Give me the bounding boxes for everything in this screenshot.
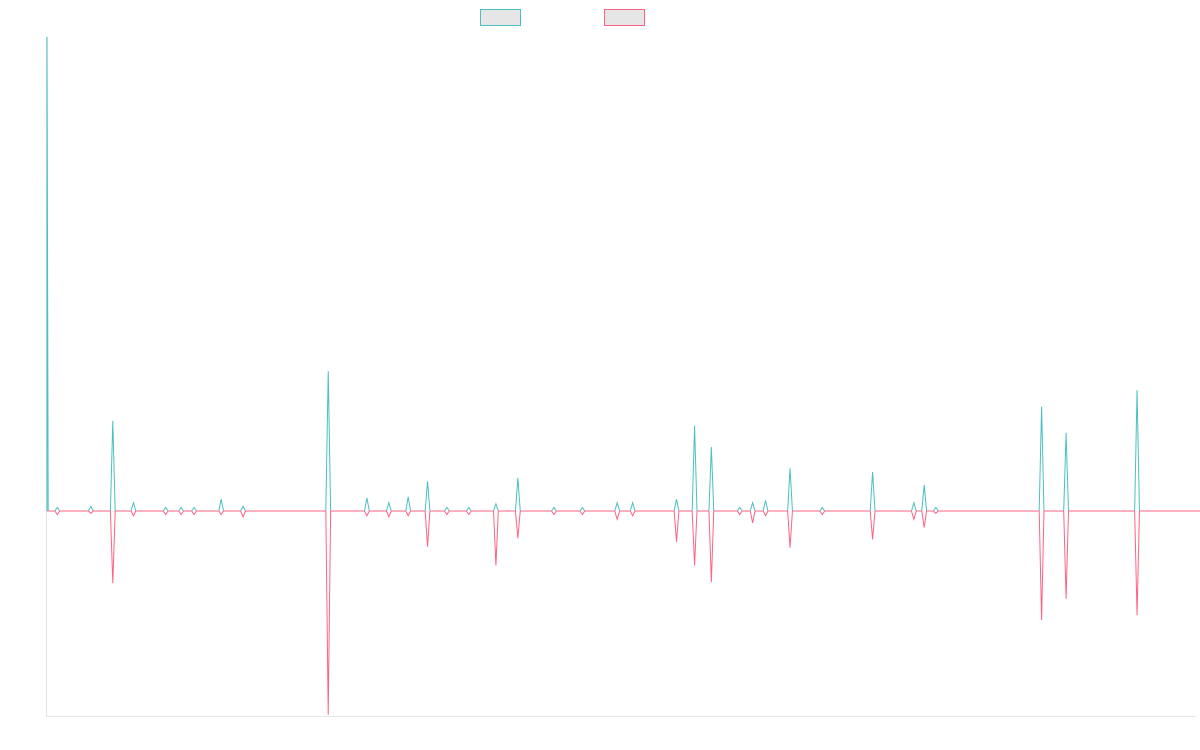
- series-2-peak[interactable]: [364, 510, 370, 517]
- series-2-peak[interactable]: [762, 510, 769, 517]
- series-1-peak[interactable]: [466, 506, 472, 512]
- series-1-peak[interactable]: [869, 471, 876, 512]
- series-1-peak[interactable]: [1134, 390, 1140, 512]
- series-1-peak[interactable]: [910, 500, 917, 512]
- series-2-peak[interactable]: [673, 510, 680, 542]
- series-1-peak[interactable]: [444, 506, 450, 512]
- series-2-peak[interactable]: [1038, 510, 1045, 621]
- series-1-peak[interactable]: [819, 506, 826, 512]
- series-2-peak[interactable]: [579, 510, 586, 516]
- series-2-peak[interactable]: [444, 510, 450, 516]
- series-2-peak[interactable]: [869, 510, 876, 540]
- series-2-peak[interactable]: [385, 510, 392, 519]
- series-1-peak[interactable]: [109, 420, 116, 512]
- series-1-peak[interactable]: [46, 36, 49, 512]
- series-2: [47, 510, 1200, 715]
- series-1-peak[interactable]: [162, 506, 169, 512]
- series-2-peak[interactable]: [162, 510, 169, 516]
- series-2-peak[interactable]: [191, 510, 197, 516]
- series-1-peak[interactable]: [424, 481, 431, 512]
- series-2-peak[interactable]: [787, 510, 793, 548]
- series-1-peak[interactable]: [629, 500, 636, 512]
- series-1-peak[interactable]: [762, 500, 769, 512]
- series-1-peak[interactable]: [932, 506, 939, 512]
- series-2-peak[interactable]: [178, 510, 184, 516]
- series-2-peak[interactable]: [325, 510, 332, 715]
- series-1-peak[interactable]: [191, 506, 197, 512]
- series-1-peak[interactable]: [614, 500, 621, 512]
- series-2-peak[interactable]: [691, 510, 698, 566]
- series-2-peak[interactable]: [109, 510, 116, 584]
- series-1-peak[interactable]: [691, 425, 698, 512]
- series-1: [46, 36, 1200, 512]
- series-2-peak[interactable]: [1134, 510, 1140, 616]
- legend-swatch-series-2[interactable]: [604, 9, 645, 26]
- series-2-peak[interactable]: [749, 510, 756, 523]
- series-1-peak[interactable]: [493, 502, 499, 512]
- series-1-peak[interactable]: [88, 505, 94, 512]
- series-2-peak[interactable]: [130, 510, 137, 517]
- series-2-peak[interactable]: [708, 510, 715, 583]
- series-1-peak[interactable]: [736, 506, 743, 512]
- series-2-peak[interactable]: [819, 510, 826, 516]
- series-2-peak[interactable]: [614, 510, 621, 522]
- series-2-peak[interactable]: [240, 510, 246, 519]
- series-1-peak[interactable]: [218, 499, 225, 512]
- series-1-peak[interactable]: [514, 477, 521, 512]
- series-1-peak[interactable]: [749, 500, 756, 512]
- series-2-peak[interactable]: [466, 510, 472, 516]
- legend-swatch-series-1[interactable]: [480, 9, 521, 26]
- series-1-peak[interactable]: [130, 500, 137, 512]
- series-2-peak[interactable]: [218, 510, 224, 516]
- series-2-peak[interactable]: [88, 510, 94, 515]
- series-1-peak[interactable]: [385, 500, 392, 512]
- series-2-peak[interactable]: [629, 510, 636, 517]
- series-2-peak[interactable]: [1063, 510, 1069, 599]
- series-1-peak[interactable]: [240, 505, 246, 512]
- series-1-peak[interactable]: [54, 506, 61, 512]
- series-1-peak[interactable]: [551, 506, 557, 512]
- legend: [480, 9, 645, 26]
- series-1-peak[interactable]: [579, 506, 586, 512]
- series-1-peak[interactable]: [787, 468, 793, 512]
- series-1-peak[interactable]: [921, 484, 928, 512]
- series-1-peak[interactable]: [405, 496, 412, 512]
- series-1-peak[interactable]: [708, 446, 715, 512]
- series-2-peak[interactable]: [921, 510, 928, 528]
- series-2-peak[interactable]: [910, 510, 917, 522]
- series-2-peak[interactable]: [493, 510, 499, 566]
- series-1-peak[interactable]: [673, 499, 680, 512]
- series-layer: [46, 36, 1200, 715]
- series-1-peak[interactable]: [325, 371, 332, 512]
- series-2-peak[interactable]: [933, 510, 939, 515]
- series-2-peak[interactable]: [514, 510, 521, 539]
- series-2-peak[interactable]: [424, 510, 431, 547]
- series-1-peak[interactable]: [178, 506, 184, 512]
- series-2-peak[interactable]: [405, 510, 412, 517]
- series-2-peak[interactable]: [736, 510, 743, 516]
- series-2-peak[interactable]: [551, 510, 557, 516]
- series-1-peak[interactable]: [364, 497, 370, 512]
- series-1-peak[interactable]: [1038, 406, 1045, 512]
- series-2-peak[interactable]: [54, 510, 61, 516]
- series-1-peak[interactable]: [1063, 432, 1069, 512]
